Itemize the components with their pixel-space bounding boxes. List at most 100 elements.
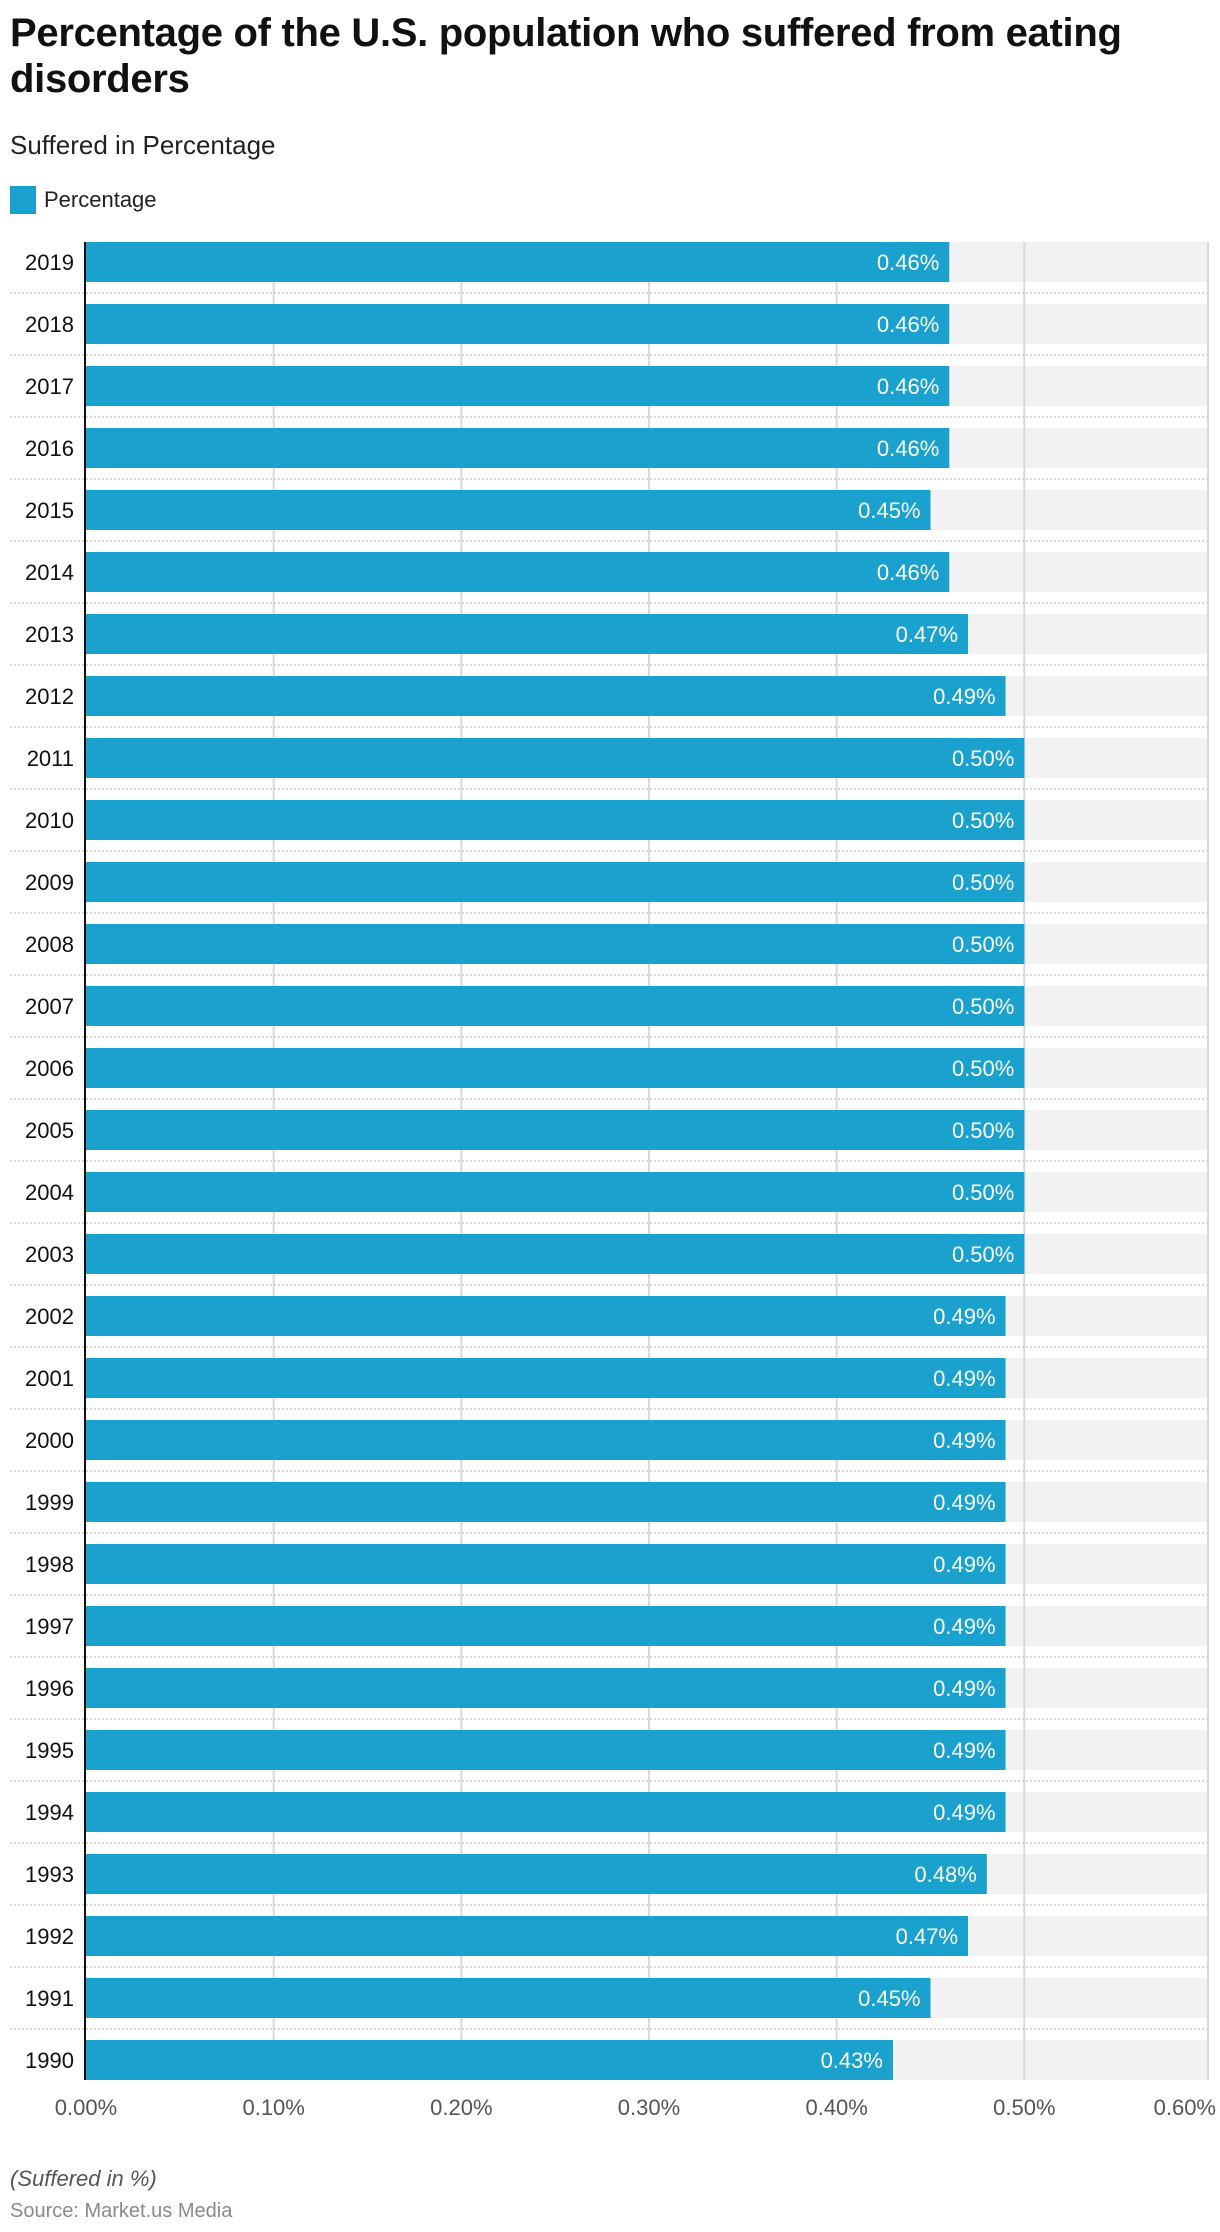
- bar-value-label: 0.46%: [877, 250, 939, 275]
- category-label: 1991: [25, 1986, 74, 2011]
- x-tick-label-layer: 0.00% 0.10% 0.20% 0.30% 0.40% 0.50% 0.60%: [55, 2095, 1216, 2120]
- category-label: 1999: [25, 1490, 74, 1515]
- category-label: 1993: [25, 1862, 74, 1887]
- bar: [86, 1606, 1006, 1646]
- bar: [86, 986, 1025, 1026]
- category-label: 2013: [25, 622, 74, 647]
- category-label: 2007: [25, 994, 74, 1019]
- bar: [86, 1296, 1006, 1336]
- bar-value-label: 0.49%: [933, 1552, 995, 1577]
- x-tick-label: 0.20%: [430, 2095, 492, 2120]
- bar-value-label: 0.46%: [877, 374, 939, 399]
- category-label-layer: 2019 2018 2017 2016 2015 2014 2013 2012 2011 2010…: [25, 250, 74, 2073]
- category-label: 2006: [25, 1056, 74, 1081]
- bar: [86, 366, 950, 406]
- category-label: 2001: [25, 1366, 74, 1391]
- value-label-layer: 0.46% 0.46% 0.46% 0.46% 0.45% 0.46% 0.47% 0.49%…: [821, 250, 1015, 2073]
- bar-value-label: 0.49%: [933, 1614, 995, 1639]
- category-label: 1992: [25, 1924, 74, 1949]
- bar: [86, 924, 1025, 964]
- bar: [86, 1172, 1025, 1212]
- bar: [86, 1110, 1025, 1150]
- bar-value-label: 0.50%: [952, 746, 1014, 771]
- bar: [86, 862, 1025, 902]
- bar-value-label: 0.50%: [952, 994, 1014, 1019]
- bar-layer: [86, 242, 1025, 2080]
- bar: [86, 490, 931, 530]
- bar: [86, 1482, 1006, 1522]
- bar-value-label: 0.50%: [952, 1118, 1014, 1143]
- bar: [86, 1730, 1006, 1770]
- bar-value-label: 0.49%: [933, 1366, 995, 1391]
- x-tick-label: 0.00%: [55, 2095, 117, 2120]
- bar-value-label: 0.46%: [877, 312, 939, 337]
- category-label: 1996: [25, 1676, 74, 1701]
- bar-value-label: 0.46%: [877, 436, 939, 461]
- bar-value-label: 0.50%: [952, 1056, 1014, 1081]
- bar: [86, 1978, 931, 2018]
- bar-value-label: 0.46%: [877, 560, 939, 585]
- category-label: 1995: [25, 1738, 74, 1763]
- category-label: 2002: [25, 1304, 74, 1329]
- bar-value-label: 0.49%: [933, 1428, 995, 1453]
- category-label: 2004: [25, 1180, 74, 1205]
- bar: [86, 304, 950, 344]
- category-label: 1990: [25, 2048, 74, 2073]
- category-label: 1997: [25, 1614, 74, 1639]
- category-label: 2014: [25, 560, 74, 585]
- category-label: 2000: [25, 1428, 74, 1453]
- bar: [86, 1358, 1006, 1398]
- bar: [86, 2040, 893, 2080]
- source-credit: Source: Market.us Media: [10, 2200, 233, 2222]
- footnote: (Suffered in %): [10, 2166, 157, 2191]
- chart-subtitle: Suffered in Percentage: [10, 130, 276, 160]
- bar-value-label: 0.50%: [952, 932, 1014, 957]
- bar-value-label: 0.49%: [933, 1738, 995, 1763]
- category-label: 2012: [25, 684, 74, 709]
- bar-value-label: 0.50%: [952, 870, 1014, 895]
- bar: [86, 1916, 969, 1956]
- x-tick-label: 0.60%: [1154, 2095, 1216, 2120]
- category-label: 2017: [25, 374, 74, 399]
- bar: [86, 428, 950, 468]
- category-label: 1998: [25, 1552, 74, 1577]
- bar-value-label: 0.47%: [896, 622, 958, 647]
- legend-label: Percentage: [44, 187, 157, 212]
- category-label: 2010: [25, 808, 74, 833]
- bar-value-label: 0.45%: [858, 498, 920, 523]
- bar: [86, 800, 1025, 840]
- bar: [86, 1048, 1025, 1088]
- bar: [86, 1854, 987, 1894]
- bar: [86, 552, 950, 592]
- category-label: 1994: [25, 1800, 74, 1825]
- bar: [86, 1544, 1006, 1584]
- bar-value-label: 0.45%: [858, 1986, 920, 2011]
- x-tick-label: 0.30%: [618, 2095, 680, 2120]
- bar: [86, 614, 969, 654]
- bar: [86, 1234, 1025, 1274]
- bar-value-label: 0.49%: [933, 1676, 995, 1701]
- bar: [86, 1668, 1006, 1708]
- bar-value-label: 0.48%: [914, 1862, 976, 1887]
- category-label: 2003: [25, 1242, 74, 1267]
- x-tick-label: 0.50%: [993, 2095, 1055, 2120]
- x-tick-label: 0.40%: [805, 2095, 867, 2120]
- bar: [86, 738, 1025, 778]
- bar-chart: 0.46% 0.46% 0.46% 0.46% 0.45% 0.46% 0.47% 0.49%…: [10, 242, 1216, 2120]
- bar: [86, 1420, 1006, 1460]
- legend-swatch: [10, 186, 36, 214]
- bar-value-label: 0.49%: [933, 1800, 995, 1825]
- category-label: 2005: [25, 1118, 74, 1143]
- category-label: 2019: [25, 250, 74, 275]
- category-label: 2009: [25, 870, 74, 895]
- x-tick-label: 0.10%: [242, 2095, 304, 2120]
- bar: [86, 676, 1006, 716]
- category-label: 2015: [25, 498, 74, 523]
- bar-value-label: 0.49%: [933, 684, 995, 709]
- gridline-layer: [272, 242, 1209, 2080]
- bar-value-label: 0.43%: [821, 2048, 883, 2073]
- chart-title: Percentage of the U.S. population who su…: [10, 11, 1122, 101]
- bar-value-label: 0.47%: [896, 1924, 958, 1949]
- bar: [86, 1792, 1006, 1832]
- bar-value-label: 0.49%: [933, 1304, 995, 1329]
